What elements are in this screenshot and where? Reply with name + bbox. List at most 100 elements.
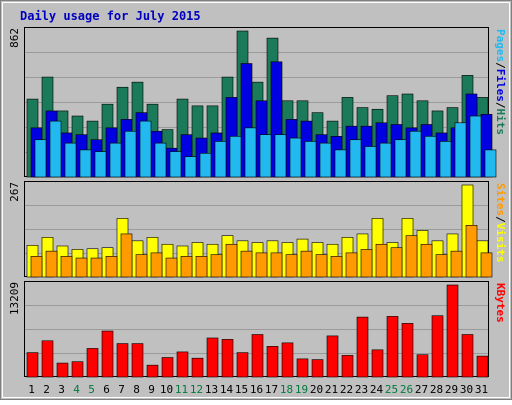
- bar-sites-31: [480, 252, 493, 278]
- legend-entry-separator: /: [494, 216, 507, 223]
- bar-pages-7: [124, 130, 137, 178]
- bar-kbytes-20: [311, 359, 324, 378]
- bar-sites-7: [120, 233, 133, 278]
- x-tick-label-27: 27: [415, 383, 428, 396]
- bar-pages-9: [154, 142, 167, 178]
- panel-visits-sites: 267 Sites/Visits: [8, 181, 507, 278]
- bar-pages-18: [289, 137, 302, 178]
- legend-entry-files: Files: [494, 69, 507, 102]
- bar-sites-8: [135, 254, 148, 278]
- legend-entry-pages: Pages: [494, 29, 507, 62]
- x-tick-label-5: 5: [88, 383, 95, 396]
- legend-entry-sites: Sites: [494, 183, 507, 216]
- legend-entry-kbytes: KBytes: [494, 283, 507, 323]
- x-tick-label-4: 4: [73, 383, 80, 396]
- legend-hits-files-pages: Pages/Files/Hits: [494, 29, 507, 135]
- x-tick-label-14: 14: [220, 383, 234, 396]
- bar-kbytes-24: [371, 349, 384, 378]
- bar-kbytes-31: [476, 355, 489, 378]
- bar-sites-24: [375, 243, 388, 278]
- bar-kbytes-26: [401, 323, 414, 378]
- legend-entry-hits: Hits: [494, 109, 507, 136]
- bar-sites-29: [450, 250, 463, 278]
- bar-kbytes-28: [431, 315, 444, 378]
- bar-pages-15: [244, 127, 257, 178]
- bar-sites-13: [210, 254, 223, 278]
- bar-kbytes-27: [416, 354, 429, 378]
- bar-sites-18: [285, 254, 298, 278]
- bar-pages-2: [49, 120, 62, 178]
- bar-pages-26: [409, 130, 422, 178]
- bar-kbytes-25: [386, 316, 399, 378]
- bar-kbytes-4: [71, 361, 84, 378]
- bar-pages-6: [109, 142, 122, 178]
- legend-entry-separator: /: [494, 102, 507, 109]
- bar-sites-22: [345, 252, 358, 278]
- bar-pages-8: [139, 120, 152, 178]
- x-tick-label-31: 31: [475, 383, 488, 396]
- x-tick-label-26: 26: [400, 383, 413, 396]
- x-tick-label-10: 10: [160, 383, 173, 396]
- bar-pages-3: [64, 142, 77, 178]
- bar-sites-1: [30, 256, 43, 278]
- x-tick-label-3: 3: [58, 383, 65, 396]
- legend-kbytes: KBytes: [494, 283, 507, 323]
- bar-sites-25: [390, 247, 403, 278]
- bar-pages-10: [169, 151, 182, 178]
- bar-sites-3: [60, 256, 73, 278]
- bar-pages-4: [79, 149, 92, 178]
- x-tick-label-22: 22: [340, 383, 353, 396]
- bar-kbytes-9: [146, 364, 159, 378]
- bar-sites-16: [255, 252, 268, 278]
- bar-pages-12: [199, 152, 212, 178]
- x-tick-label-24: 24: [370, 383, 384, 396]
- bar-kbytes-29: [446, 284, 459, 378]
- bar-sites-2: [45, 250, 58, 278]
- x-tick-label-29: 29: [445, 383, 458, 396]
- bar-kbytes-23: [356, 316, 369, 378]
- x-tick-label-25: 25: [385, 383, 398, 396]
- bar-pages-27: [424, 136, 437, 178]
- bar-sites-23: [360, 249, 373, 278]
- bar-pages-14: [229, 136, 242, 178]
- bar-kbytes-1: [26, 352, 39, 378]
- x-tick-label-17: 17: [265, 383, 278, 396]
- bar-pages-24: [379, 142, 392, 178]
- bar-pages-23: [364, 146, 377, 178]
- x-tick-label-13: 13: [205, 383, 218, 396]
- bar-sites-26: [405, 235, 418, 278]
- bar-kbytes-13: [206, 337, 219, 378]
- bar-kbytes-3: [56, 362, 69, 378]
- x-tick-label-21: 21: [325, 383, 338, 396]
- bar-kbytes-11: [176, 351, 189, 378]
- bar-sites-21: [330, 256, 343, 278]
- bar-kbytes-19: [296, 358, 309, 378]
- inner-border: [2, 2, 510, 398]
- x-tick-label-23: 23: [355, 383, 368, 396]
- y-axis-max-label: 13209: [8, 282, 21, 315]
- x-tick-label-9: 9: [148, 383, 155, 396]
- bar-kbytes-22: [341, 355, 354, 378]
- x-tick-label-7: 7: [118, 383, 125, 396]
- bar-kbytes-21: [326, 335, 339, 378]
- y-axis-max-label: 267: [8, 182, 21, 202]
- x-tick-label-28: 28: [430, 383, 443, 396]
- x-tick-label-8: 8: [133, 383, 140, 396]
- bar-kbytes-15: [236, 352, 249, 378]
- x-tick-label-16: 16: [250, 383, 263, 396]
- bar-pages-17: [274, 134, 287, 178]
- bar-kbytes-5: [86, 348, 99, 378]
- bar-kbytes-7: [116, 343, 129, 378]
- bar-pages-28: [439, 141, 452, 178]
- bar-pages-31: [484, 149, 497, 178]
- bar-pages-22: [349, 139, 362, 178]
- x-tick-label-1: 1: [28, 383, 35, 396]
- bar-kbytes-30: [461, 334, 474, 378]
- legend-entry-visits: Visits: [494, 223, 507, 263]
- bar-sites-9: [150, 252, 163, 278]
- bar-pages-20: [319, 142, 332, 178]
- panel-hits-files-pages: 862 Pages/Files/Hits: [8, 27, 507, 178]
- bar-sites-15: [240, 250, 253, 278]
